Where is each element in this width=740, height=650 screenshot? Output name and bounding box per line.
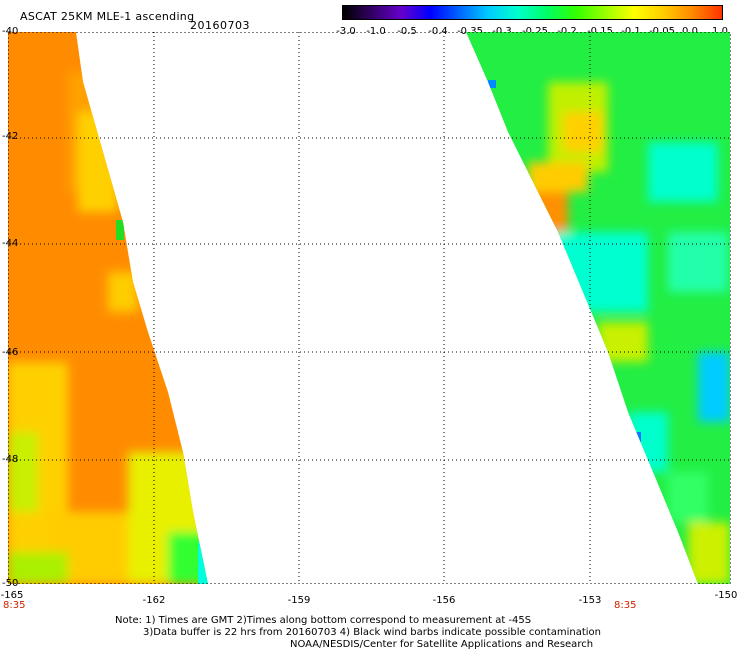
colorbar-label: -0.15 — [587, 26, 613, 37]
colorbar-label: -0.1 — [621, 26, 641, 37]
map-grid — [8, 32, 731, 584]
colorbar-gradient — [343, 6, 722, 19]
product-date: 20160703 — [190, 19, 250, 32]
colorbar — [342, 5, 723, 20]
time-label: 8:35 — [614, 600, 637, 611]
map-canvas — [8, 32, 731, 584]
lat-label: -40 — [2, 26, 19, 37]
lat-label: -44 — [2, 238, 19, 249]
note-line-3: NOAA/NESDIS/Center for Satellite Applica… — [290, 639, 594, 650]
lat-label: -48 — [2, 454, 19, 465]
colorbar-label: 1.0 — [712, 26, 728, 37]
note-line-2: 3)Data buffer is 22 hrs from 20160703 4)… — [143, 627, 601, 638]
colorbar-label: -0.35 — [457, 26, 483, 37]
map-area — [8, 32, 731, 584]
lat-label: -46 — [2, 347, 19, 358]
lon-label: -153 — [578, 595, 602, 606]
colorbar-label: -0.2 — [557, 26, 577, 37]
colorbar-label: -0.4 — [428, 26, 448, 37]
colorbar-label: -3.0 — [336, 26, 356, 37]
colorbar-label: 0.0 — [682, 26, 698, 37]
lat-label: -50 — [2, 578, 19, 589]
lon-label: -165 — [0, 590, 24, 601]
lon-label: -150 — [714, 590, 738, 601]
lon-label: -156 — [432, 595, 456, 606]
lat-label: -42 — [2, 131, 19, 142]
colorbar-label: -1.0 — [366, 26, 386, 37]
right-swath — [466, 32, 730, 584]
left-swath — [8, 32, 208, 584]
time-label: 8:35 — [3, 600, 26, 611]
lon-label: -159 — [287, 595, 311, 606]
product-title: ASCAT 25KM MLE-1 ascending — [20, 10, 195, 23]
colorbar-labels: -3.0 -1.0 -0.5 -0.4 -0.35 -0.3 -0.25 -0.… — [328, 26, 728, 38]
colorbar-label: -0.5 — [397, 26, 417, 37]
lon-label: -162 — [142, 595, 166, 606]
colorbar-label: -0.3 — [492, 26, 512, 37]
colorbar-label: -0.05 — [649, 26, 675, 37]
colorbar-label: -0.25 — [522, 26, 548, 37]
note-line-1: Note: 1) Times are GMT 2)Times along bot… — [115, 615, 532, 626]
